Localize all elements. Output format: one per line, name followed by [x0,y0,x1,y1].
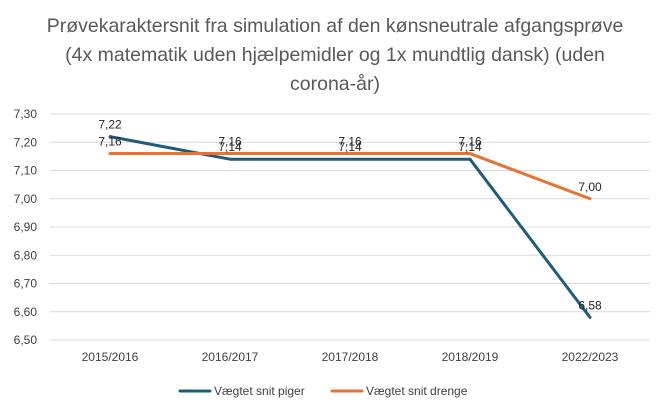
x-tick-label: 2018/2019 [442,350,499,364]
x-tick-label: 2015/2016 [82,350,139,364]
data-label: 7,14 [218,140,242,154]
y-tick-label: 6,70 [14,277,38,291]
data-label: 7,16 [218,135,242,149]
x-tick-label: 2017/2018 [322,350,379,364]
legend-label: Vægtet snit drenge [366,384,468,398]
y-tick-label: 7,20 [14,135,38,149]
y-tick-label: 6,90 [14,220,38,234]
series-line-1 [108,135,592,319]
data-label: 7,00 [578,180,602,194]
series-line-2 [108,152,592,201]
y-tick-label: 7,00 [14,192,38,206]
y-tick-label: 6,80 [14,248,38,262]
x-tick-label: 2022/2023 [562,350,619,364]
data-label: 7,22 [98,118,122,132]
data-label: 7,16 [458,135,482,149]
data-label: 6,58 [578,298,602,312]
y-tick-label: 7,10 [14,164,38,178]
data-label: 7,16 [98,135,122,149]
legend-label: Vægtet snit piger [214,384,305,398]
data-label: 7,14 [338,140,362,154]
y-tick-label: 7,30 [14,107,38,121]
data-label: 7,14 [458,140,482,154]
x-tick-label: 2016/2017 [202,350,259,364]
chart-title: Prøvekaraktersnit fra simulation af den … [46,15,624,95]
y-tick-label: 6,50 [14,333,38,347]
y-tick-label: 6,60 [14,305,38,319]
data-label: 7,16 [338,135,362,149]
